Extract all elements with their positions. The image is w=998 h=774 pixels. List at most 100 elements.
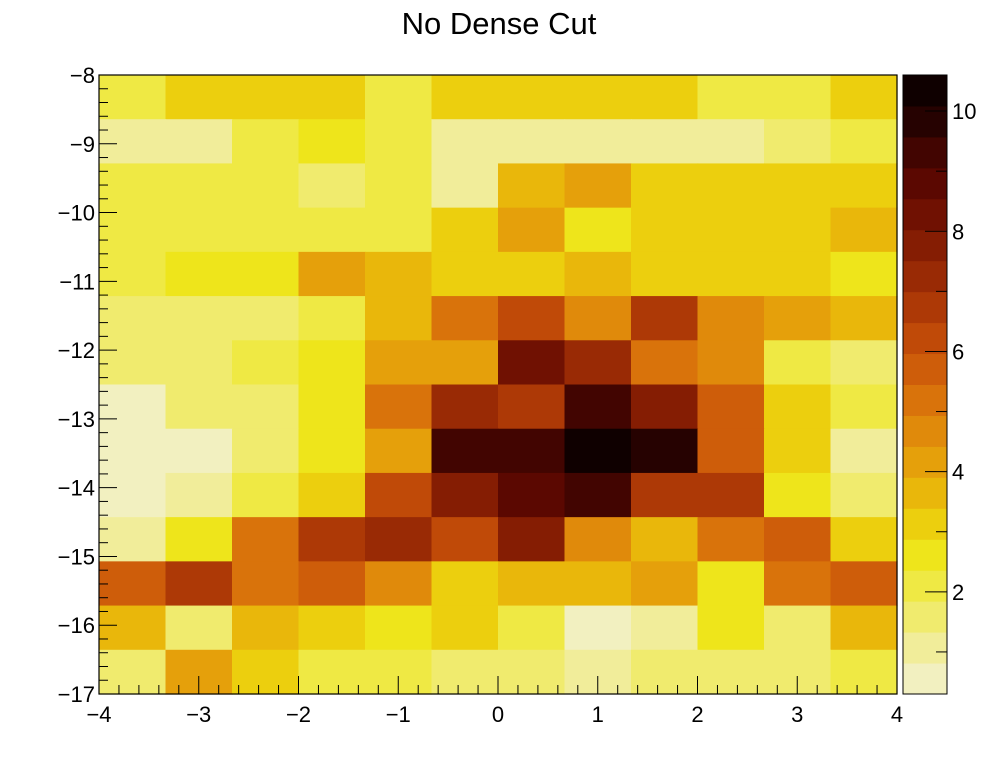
heatmap-cell [431,384,499,430]
heatmap-cell [431,472,499,518]
heatmap-cell [697,340,765,386]
heatmap-cell [232,207,300,253]
colorbar-level [903,446,947,478]
heatmap-cell [564,119,632,165]
heatmap-cell [498,340,566,386]
heatmap-cell [99,384,167,430]
heatmap-cell [498,428,566,474]
heatmap-cell [697,561,765,607]
heatmap-cell [764,119,832,165]
heatmap-cell [232,649,300,695]
heatmap-cell [165,472,233,518]
heatmap-cell [165,428,233,474]
heatmap-cell [764,163,832,209]
heatmap-cell [564,251,632,297]
heatmap-cell [631,251,699,297]
heatmap-cell [564,207,632,253]
heatmap-cell [365,428,433,474]
y-tick-label: −14 [58,476,95,501]
heatmap-cell [232,428,300,474]
heatmap-cell [564,384,632,430]
heatmap-cell [298,428,366,474]
heatmap-cell [830,75,898,120]
heatmap-cell [365,296,433,341]
heatmap-cell [431,163,499,209]
chart-title: No Dense Cut [401,6,597,41]
x-tick-label: 4 [891,702,903,727]
heatmap-cell [165,251,233,297]
colorbar-level [903,291,947,324]
heatmap-cell [99,296,167,341]
colorbar-level [903,570,947,602]
y-tick-label: −9 [70,132,95,157]
heatmap-cell [298,163,366,209]
x-tick-label: 1 [592,702,604,727]
heatmap-cell [564,163,632,209]
heatmap-cell [99,75,167,120]
heatmap-cell [564,296,632,341]
heatmap-cell [631,340,699,386]
heatmap-cell [498,251,566,297]
heatmap-cell [165,163,233,209]
heatmap-cell [764,75,832,120]
heatmap-cell [631,384,699,430]
heatmap-cell [830,561,898,607]
heatmap-cell [830,649,898,695]
colorbar-level [903,663,947,695]
heatmap-cell [697,163,765,209]
colorbar: 2 4 6 8 10 [902,74,976,695]
heatmap-cell [697,119,765,165]
heatmap-cell [165,119,233,165]
heatmap-cell [232,296,300,341]
heatmap-cell [165,296,233,341]
colorbar-level [903,198,947,231]
colorbar-level [903,539,947,571]
y-tick-label: −16 [58,613,95,638]
heatmap-cell [365,340,433,386]
heatmap-cell [165,517,233,562]
heatmap-cell [631,207,699,253]
heatmap-cell [830,517,898,562]
colorbar-tick-label: 8 [952,219,964,244]
heatmap-cell [232,561,300,607]
heatmap-cell [365,517,433,562]
heatmap-cell [564,605,632,651]
heatmap-cell [99,163,167,209]
heatmap-cell [830,428,898,474]
heatmap-cell [431,649,499,695]
heatmap-cell [99,119,167,165]
colorbar-level [903,477,947,509]
heatmap-cell [431,296,499,341]
heatmap-cell [165,207,233,253]
colorbar-level [903,415,947,447]
heatmap-cell [232,384,300,430]
heatmap-cell [564,472,632,518]
colorbar-level [903,322,947,355]
heatmap-cell [232,605,300,651]
heatmap-cell [365,384,433,430]
y-axis: −8 −9 −10 −11 −12 −13 −14 −15 −16 −17 [58,63,117,707]
heatmap-cell [764,340,832,386]
heatmap-cell [830,163,898,209]
heatmap-cell [830,296,898,341]
heatmap-cell [365,163,433,209]
heatmap-cell [165,605,233,651]
heatmap-cell [631,75,699,120]
heatmap-cell [99,605,167,651]
heatmap-cell [564,428,632,474]
heatmap-cell [431,207,499,253]
heatmap-cell [764,472,832,518]
heatmap-cell [298,649,366,695]
heatmap-cell [631,119,699,165]
heatmap-cell [764,251,832,297]
heatmap-cell [365,561,433,607]
heatmap-cell [165,561,233,607]
heatmap-cell [631,605,699,651]
heatmap-cell [498,207,566,253]
heatmap-cell [365,472,433,518]
heatmap-cell [431,561,499,607]
heatmap-cell [298,296,366,341]
colorbar-level [903,136,947,169]
colorbar-tick-label: 10 [952,99,976,124]
heatmap-cell [498,517,566,562]
